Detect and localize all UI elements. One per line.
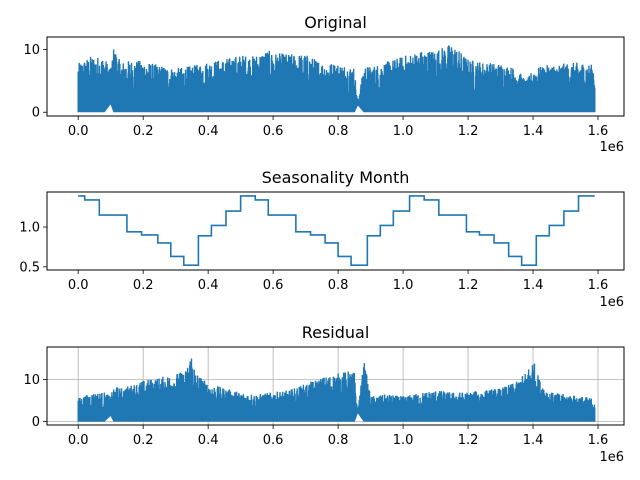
original-y-tick-label: 10	[23, 43, 40, 58]
original-x-tick-label: 0.6	[263, 124, 284, 139]
original-x-tick-label: 1.4	[523, 124, 544, 139]
residual-y-tick-label: 10	[23, 373, 40, 388]
residual-panel: Residual 0.0 0.2 0.4 0.6 0.8 1.0 1.2 1.4 1.6 0 10…	[23, 323, 625, 465]
residual-x-tick-label: 0.2	[133, 433, 154, 448]
seasonality-month-x-tick-label: 0.8	[328, 278, 349, 293]
original-axes-frame	[46, 36, 625, 117]
original-y-tick-label: 0	[32, 106, 40, 121]
seasonality-month-series-line	[78, 195, 595, 267]
seasonality-month-panel: Seasonality Month 0.0 0.2 0.4 0.6 0.8 1.0 1.2 1…	[19, 168, 625, 310]
seasonality-month-x-tick-label: 0.4	[198, 278, 219, 293]
seasonality-month-x-tick-label: 0.6	[263, 278, 284, 293]
seasonality-month-x-tick-label: 0.0	[68, 278, 89, 293]
seasonality-month-x-tick-label: 1.0	[393, 278, 414, 293]
residual-series	[77, 358, 596, 422]
residual-x-ticks: 0.0 0.2 0.4 0.6 0.8 1.0 1.2 1.4 1.6	[68, 425, 609, 448]
original-series-line	[77, 45, 596, 113]
seasonality-month-x-tick-label: 0.2	[133, 278, 154, 293]
original-series	[77, 45, 596, 113]
residual-x-tick-label: 0.6	[263, 433, 284, 448]
residual-x-tick-label: 0.8	[328, 433, 349, 448]
original-x-tick-label: 1.0	[393, 124, 414, 139]
residual-series-line	[77, 358, 596, 422]
seasonality-month-series	[78, 195, 595, 267]
residual-x-tick-label: 1.2	[458, 433, 479, 448]
original-x-offset-label: 1e6	[599, 140, 624, 155]
original-title: Original	[304, 13, 367, 32]
original-x-tick-label: 0.2	[133, 124, 154, 139]
seasonality-month-y-ticks: 0.5 1.0	[19, 221, 47, 275]
seasonality-month-y-tick-label: 1.0	[19, 221, 40, 236]
residual-title: Residual	[302, 323, 370, 342]
seasonality-month-x-tick-label: 1.2	[458, 278, 479, 293]
original-x-ticks: 0.0 0.2 0.4 0.6 0.8 1.0 1.2 1.4 1.6	[68, 116, 609, 139]
residual-x-tick-label: 1.4	[523, 433, 544, 448]
seasonality-month-x-ticks: 0.0 0.2 0.4 0.6 0.8 1.0 1.2 1.4 1.6	[68, 270, 609, 293]
seasonality-month-title: Seasonality Month	[262, 168, 410, 187]
original-y-ticks: 0 10	[23, 43, 47, 121]
seasonality-month-x-offset-label: 1e6	[599, 295, 624, 310]
residual-axes-frame	[46, 346, 625, 426]
residual-x-offset-label: 1e6	[599, 450, 624, 465]
original-x-tick-label: 0.4	[198, 124, 219, 139]
seasonality-month-x-tick-label: 1.6	[588, 278, 609, 293]
seasonality-month-axes-frame	[46, 191, 625, 271]
original-panel: Original 0.0 0.2 0.4 0.6 0.8 1.0 1.2 1.4 1.6 0 10…	[23, 13, 625, 155]
residual-y-tick-label: 0	[32, 415, 40, 430]
seasonality-month-x-tick-label: 1.4	[523, 278, 544, 293]
residual-x-tick-label: 1.6	[588, 433, 609, 448]
original-x-tick-label: 0.0	[68, 124, 89, 139]
original-x-tick-label: 0.8	[328, 124, 349, 139]
residual-x-tick-label: 0.4	[198, 433, 219, 448]
original-x-tick-label: 1.6	[588, 124, 609, 139]
seasonality-month-y-tick-label: 0.5	[19, 260, 40, 275]
residual-y-ticks: 0 10	[23, 373, 47, 430]
residual-x-tick-label: 0.0	[68, 433, 89, 448]
residual-x-tick-label: 1.0	[393, 433, 414, 448]
original-x-tick-label: 1.2	[458, 124, 479, 139]
